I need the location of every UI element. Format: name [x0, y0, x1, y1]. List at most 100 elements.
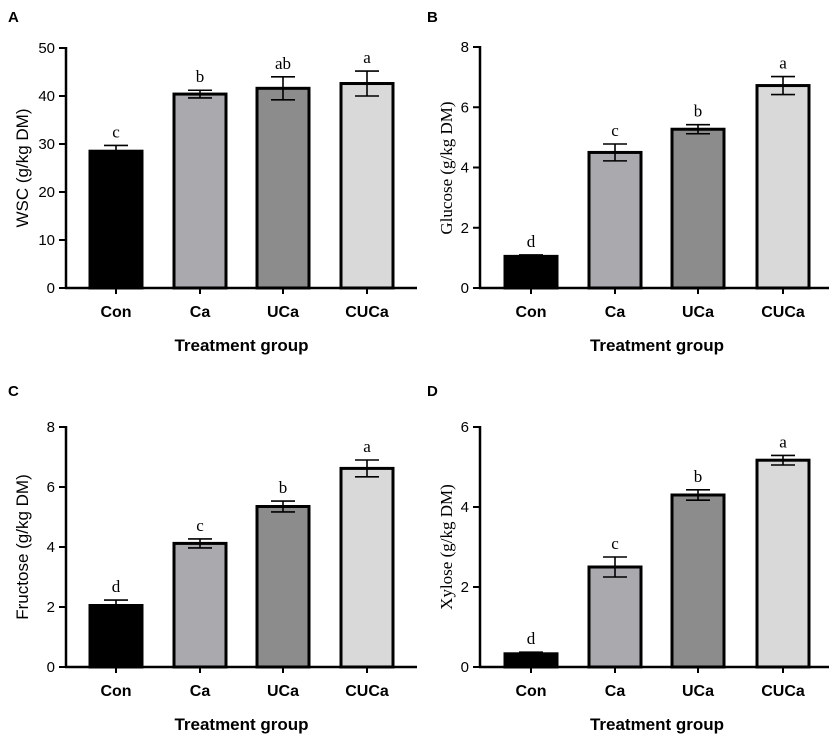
error-bar — [104, 144, 128, 158]
error-bar — [188, 538, 212, 549]
y-axis-title: WSC (g/kg DM) — [13, 109, 32, 228]
error-bar — [603, 143, 627, 162]
panel-label: A — [8, 9, 19, 26]
bar — [88, 604, 144, 669]
category-label: Ca — [190, 683, 211, 700]
category-label: Ca — [605, 683, 626, 700]
chart-panel-b: Bd Con c Ca b UCa a CUCa 0 2 4 6 8 Treatment group Glu… — [427, 9, 829, 355]
y-axis-title: Fructose (g/kg DM) — [13, 474, 32, 619]
chart-panel-c: Cd Con c Ca b UCa a CUCa 0 2 4 6 8 Treatment group Fru… — [8, 383, 417, 734]
bar — [755, 84, 811, 290]
category-label: Ca — [605, 304, 626, 321]
y-tick-label: 2 — [461, 220, 469, 237]
significance-letter: b — [196, 67, 205, 86]
bar — [587, 150, 643, 290]
error-bar — [771, 454, 795, 466]
error-bar — [188, 89, 212, 99]
chart-panel-d: Dd Con c Ca b UCa a CUCa 0 2 4 6 Treatment group Xylo… — [427, 383, 829, 734]
y-tick-label: 6 — [47, 479, 55, 496]
bar — [670, 127, 726, 290]
category-label: Con — [515, 683, 546, 700]
bar — [172, 92, 228, 290]
error-bar — [519, 254, 543, 259]
y-tick-label: 4 — [461, 160, 469, 177]
x-axis-title: Treatment group — [174, 336, 308, 355]
y-tick-label: 4 — [461, 499, 469, 516]
significance-letter: c — [112, 122, 120, 141]
category-label: UCa — [267, 683, 299, 700]
y-tick-label: 2 — [47, 599, 55, 616]
significance-letter: d — [527, 629, 536, 648]
significance-letter: a — [779, 54, 787, 73]
category-label: UCa — [267, 304, 299, 321]
y-tick-label: 0 — [47, 280, 55, 297]
significance-letter: b — [279, 478, 288, 497]
category-label: CUCa — [761, 304, 805, 321]
category-label: CUCa — [761, 683, 805, 700]
bar — [255, 505, 311, 669]
bar — [503, 254, 559, 290]
y-tick-label: 40 — [38, 88, 55, 105]
y-tick-label: 6 — [461, 99, 469, 116]
bar — [755, 458, 811, 669]
y-tick-label: 2 — [461, 579, 469, 596]
significance-letter: a — [779, 432, 787, 451]
y-tick-label: 8 — [461, 39, 469, 56]
significance-letter: c — [196, 516, 204, 535]
panel-label: B — [427, 9, 438, 26]
error-bar — [771, 75, 795, 96]
bar — [587, 565, 643, 669]
category-label: Con — [100, 304, 131, 321]
chart-panel-a: Ac Con b Ca ab UCa a CUCa 0 10 20 30 40 50 Treatment g… — [8, 9, 417, 355]
bar — [88, 149, 144, 290]
y-tick-label: 50 — [38, 40, 55, 57]
error-bar — [271, 500, 295, 513]
significance-letter: d — [112, 577, 121, 596]
error-bar — [519, 651, 543, 657]
bar — [670, 493, 726, 669]
x-axis-title: Treatment group — [174, 715, 308, 734]
category-label: UCa — [682, 304, 714, 321]
category-label: CUCa — [345, 304, 389, 321]
significance-letter: d — [527, 232, 536, 251]
y-tick-label: 20 — [38, 184, 55, 201]
category-label: Con — [100, 683, 131, 700]
category-label: UCa — [682, 683, 714, 700]
y-tick-label: 0 — [461, 659, 469, 676]
significance-letter: c — [611, 121, 619, 140]
significance-letter: b — [694, 102, 703, 121]
bar — [339, 466, 395, 669]
bar — [172, 541, 228, 669]
y-tick-label: 0 — [461, 280, 469, 297]
bar — [255, 86, 311, 290]
error-bar — [603, 556, 627, 578]
error-bar — [686, 123, 710, 135]
y-tick-label: 4 — [47, 539, 55, 556]
category-label: CUCa — [345, 683, 389, 700]
x-axis-title: Treatment group — [590, 336, 724, 355]
x-axis-title: Treatment group — [590, 715, 724, 734]
bar — [339, 82, 395, 290]
error-bar — [686, 488, 710, 502]
significance-letter: a — [363, 48, 371, 67]
y-axis-title: Glucose (g/kg DM) — [437, 101, 456, 234]
y-tick-label: 8 — [47, 419, 55, 436]
category-label: Con — [515, 304, 546, 321]
error-bar — [355, 70, 379, 97]
y-tick-label: 30 — [38, 136, 55, 153]
error-bar — [355, 459, 379, 478]
y-tick-label: 10 — [38, 232, 55, 249]
panel-label: D — [427, 383, 438, 400]
significance-letter: a — [363, 437, 371, 456]
panel-label: C — [8, 383, 19, 400]
y-axis-title: Xylose (g/kg DM) — [437, 484, 456, 610]
significance-letter: b — [694, 467, 703, 486]
category-label: Ca — [190, 304, 211, 321]
error-bar — [104, 599, 128, 612]
significance-letter: c — [611, 534, 619, 553]
error-bar — [271, 76, 295, 101]
y-tick-label: 0 — [47, 659, 55, 676]
significance-letter: ab — [275, 54, 291, 73]
y-tick-label: 6 — [461, 419, 469, 436]
